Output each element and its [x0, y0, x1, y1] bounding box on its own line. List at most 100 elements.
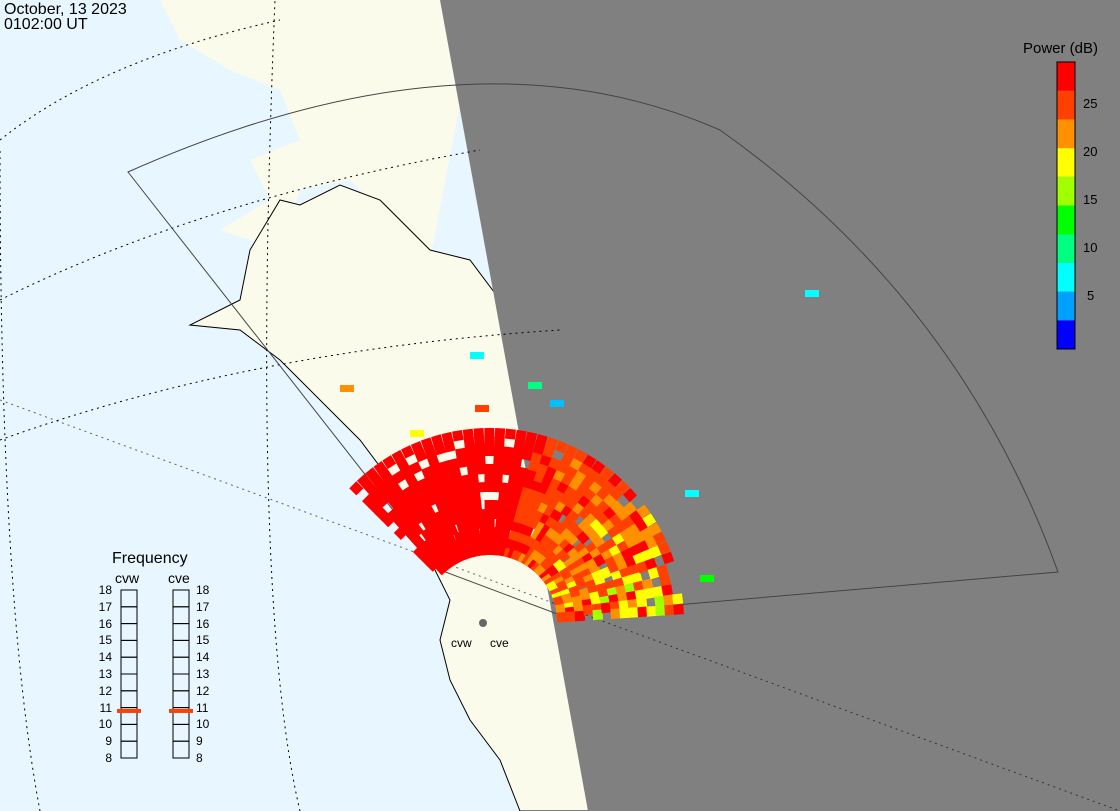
radar-cell [657, 541, 671, 555]
radar-cell [474, 446, 486, 457]
radar-cell [637, 606, 648, 618]
frequency-scale-label: 15 [98, 633, 112, 648]
frequency-scale-label: 12 [98, 683, 112, 698]
frequency-scale-label: 15 [196, 633, 210, 648]
frequency-cell [120, 740, 138, 759]
radar-cell [615, 480, 630, 495]
frequency-scale-label: 16 [98, 616, 112, 631]
radar-cell [464, 446, 476, 458]
radar-cell [663, 594, 675, 606]
radar-cell [469, 491, 482, 503]
radar-cell [501, 455, 514, 467]
radar-cell [475, 463, 487, 475]
radar-cell [661, 551, 675, 565]
frequency-cell [120, 656, 138, 675]
frequency-cell [120, 673, 138, 692]
frequency-scale-label: 8 [105, 751, 112, 765]
radar-cell [641, 578, 654, 591]
radar-cell [655, 605, 666, 616]
radar-cell [599, 466, 614, 481]
radar-cell [636, 597, 648, 609]
colorbar-tick: 20 [1083, 144, 1098, 159]
radar-cell [527, 459, 541, 473]
frequency-cell [120, 589, 138, 608]
radar-field-of-view [127, 83, 1059, 616]
radar-cell [619, 607, 631, 619]
frequency-cell [172, 690, 190, 709]
radar-cell [652, 585, 665, 598]
radar-label-cvw: cvw [115, 570, 140, 586]
radar-cell [494, 436, 505, 448]
radar-cell [502, 446, 514, 458]
frequency-cell [120, 639, 138, 658]
radar-cell [473, 428, 485, 439]
colorbar-segment [1057, 62, 1075, 91]
radar-cell [512, 447, 524, 460]
frequency-cell [120, 623, 138, 641]
radar-cell [484, 445, 495, 457]
radar-cell [468, 527, 481, 540]
radar-cell [456, 456, 469, 469]
radar-cell [545, 436, 558, 450]
radar-cell [462, 428, 474, 440]
frequency-scale-label: 14 [196, 650, 210, 665]
radar-cell [493, 445, 505, 457]
radar-cell [805, 290, 819, 297]
frequency-scale-label: 13 [196, 667, 210, 681]
radar-cell [475, 405, 489, 412]
radar-cell [463, 437, 475, 449]
radar-cell [565, 611, 577, 622]
date-label: October, 13 2023 [4, 1, 127, 18]
radar-cell [610, 608, 622, 619]
radar-cell [634, 589, 647, 601]
radar-cell [449, 466, 462, 479]
radar-cell [382, 455, 397, 469]
frequency-cell [172, 623, 190, 641]
frequency-cell [172, 639, 190, 658]
colorbar-tick: 10 [1083, 240, 1098, 255]
frequency-marker [169, 708, 193, 713]
radar-cell [433, 442, 446, 456]
radar-cell [470, 352, 484, 359]
colorbar-segment [1057, 320, 1075, 349]
radar-site-marker [479, 619, 487, 627]
radar-cell [467, 473, 479, 485]
radar-cell [484, 427, 495, 439]
radar-cell [628, 607, 640, 618]
radar-cell [492, 472, 503, 484]
radar-cell [654, 595, 666, 607]
radar-cell [673, 604, 684, 615]
radar-cell [391, 449, 406, 464]
frequency-cell [172, 723, 190, 742]
frequency-scale-label: 10 [196, 717, 210, 732]
radar-cell [530, 451, 543, 464]
colorbar-segment [1057, 291, 1075, 321]
radar-cell [644, 557, 658, 571]
frequency-scale-label: 12 [196, 683, 210, 698]
radar-cell [642, 513, 657, 528]
radar-cell [471, 500, 483, 512]
radar-cell [561, 592, 574, 606]
radar-cell [498, 527, 511, 539]
colorbar-title: Power (dB) [1023, 40, 1099, 57]
radar-cell [410, 430, 424, 437]
frequency-cell [172, 589, 190, 608]
radar-cell [607, 473, 623, 488]
radar-cell [475, 454, 486, 466]
radar-cell [592, 609, 604, 621]
radar-cell [340, 385, 354, 392]
radar-cell [365, 467, 380, 482]
radar-label-cve: cve [168, 570, 190, 586]
radar-cell [410, 440, 424, 455]
radar-cell [455, 447, 467, 460]
radar-cell [515, 429, 527, 442]
radar-cell [600, 602, 612, 614]
site-label-cvw: cvw [451, 636, 472, 650]
radar-cell [672, 593, 684, 605]
colorbar-segment [1057, 262, 1075, 292]
radar-cell [484, 436, 495, 448]
frequency-scale-label: 13 [98, 667, 112, 681]
radar-cell [652, 531, 667, 546]
radar-cell [532, 442, 546, 455]
radar-cell [550, 400, 564, 407]
